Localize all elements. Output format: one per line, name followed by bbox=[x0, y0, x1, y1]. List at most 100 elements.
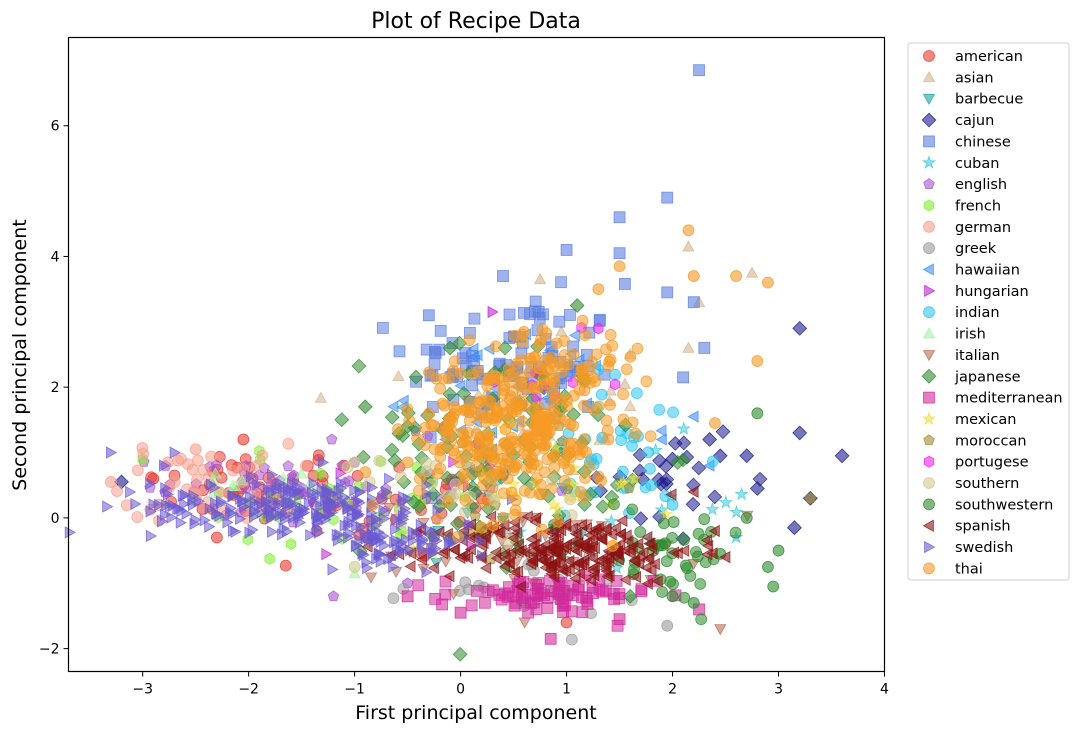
data-point bbox=[552, 537, 564, 551]
data-point bbox=[507, 532, 519, 545]
data-point bbox=[740, 512, 753, 524]
data-point bbox=[616, 514, 628, 527]
data-point bbox=[334, 412, 350, 428]
data-point bbox=[552, 586, 565, 599]
data-point bbox=[517, 326, 530, 338]
data-point bbox=[436, 598, 449, 611]
data-point bbox=[209, 467, 222, 479]
data-point bbox=[544, 632, 557, 645]
data-point bbox=[489, 340, 502, 353]
data-point bbox=[314, 391, 327, 403]
data-point bbox=[384, 442, 400, 458]
data-point bbox=[572, 583, 584, 596]
data-point bbox=[576, 367, 589, 379]
data-point bbox=[387, 400, 399, 413]
data-point bbox=[529, 295, 542, 308]
data-point bbox=[318, 456, 330, 469]
data-point bbox=[533, 362, 546, 375]
data-point bbox=[305, 528, 317, 542]
data-point bbox=[558, 474, 571, 487]
data-point bbox=[508, 522, 520, 535]
data-point bbox=[687, 485, 699, 498]
data-point bbox=[441, 495, 454, 508]
data-point bbox=[623, 481, 635, 493]
data-point bbox=[417, 543, 429, 557]
data-point bbox=[556, 599, 569, 612]
data-point bbox=[670, 455, 686, 470]
data-point bbox=[634, 526, 647, 538]
data-point bbox=[348, 561, 361, 573]
data-point bbox=[604, 513, 619, 528]
data-point bbox=[148, 498, 160, 511]
data-point bbox=[667, 516, 680, 528]
data-point bbox=[315, 500, 327, 513]
data-point bbox=[702, 432, 718, 447]
data-point bbox=[390, 523, 402, 536]
data-point bbox=[431, 513, 444, 526]
data-point bbox=[745, 266, 759, 278]
data-point bbox=[667, 406, 679, 419]
data-point bbox=[539, 561, 551, 574]
data-point bbox=[384, 409, 400, 425]
data-point bbox=[311, 511, 323, 525]
data-point bbox=[376, 322, 389, 334]
data-point bbox=[533, 488, 546, 500]
data-point bbox=[482, 585, 495, 598]
data-point bbox=[627, 471, 642, 485]
data-point bbox=[452, 646, 468, 662]
data-point bbox=[655, 433, 667, 446]
data-point bbox=[427, 547, 439, 560]
data-point bbox=[499, 437, 511, 449]
data-point bbox=[535, 554, 548, 567]
data-point bbox=[786, 520, 802, 536]
data-point bbox=[423, 407, 435, 420]
data-point bbox=[718, 494, 734, 509]
data-point bbox=[576, 314, 589, 327]
data-point bbox=[608, 498, 620, 511]
data-point bbox=[378, 529, 390, 543]
data-point bbox=[321, 547, 333, 561]
data-point bbox=[600, 414, 613, 427]
data-point bbox=[311, 522, 324, 535]
data-point bbox=[351, 539, 363, 552]
data-point bbox=[352, 509, 365, 523]
data-point bbox=[308, 491, 320, 505]
data-point bbox=[682, 224, 695, 237]
data-point bbox=[661, 619, 674, 632]
data-point bbox=[131, 464, 144, 477]
data-point bbox=[656, 586, 669, 598]
legend-marker bbox=[923, 434, 935, 446]
data-point bbox=[617, 413, 630, 426]
legend-item-mediterranean: mediterranean bbox=[923, 391, 1063, 407]
legend-item-thai: thai bbox=[923, 561, 983, 577]
data-point bbox=[560, 616, 573, 629]
data-point bbox=[583, 460, 596, 473]
data-point bbox=[487, 305, 499, 319]
data-point bbox=[357, 547, 369, 560]
data-point bbox=[463, 334, 476, 346]
data-point bbox=[694, 578, 707, 590]
data-point bbox=[422, 309, 435, 322]
data-point bbox=[651, 575, 663, 588]
data-point bbox=[618, 278, 631, 290]
data-point bbox=[344, 527, 356, 540]
data-point bbox=[541, 453, 554, 466]
data-point bbox=[503, 393, 516, 406]
data-point bbox=[596, 533, 608, 546]
data-point bbox=[369, 531, 382, 544]
data-point bbox=[510, 494, 522, 507]
data-point bbox=[707, 455, 719, 468]
data-point bbox=[247, 523, 259, 537]
data-point bbox=[578, 384, 591, 397]
legend-marker bbox=[923, 199, 935, 212]
data-point bbox=[678, 533, 690, 546]
data-point bbox=[622, 588, 638, 604]
data-point bbox=[505, 546, 517, 560]
data-point bbox=[366, 499, 379, 512]
data-point bbox=[388, 560, 400, 573]
data-point bbox=[448, 543, 461, 556]
data-point bbox=[308, 477, 320, 490]
legend-marker bbox=[923, 477, 935, 489]
data-point bbox=[592, 522, 604, 535]
data-point bbox=[522, 606, 535, 619]
